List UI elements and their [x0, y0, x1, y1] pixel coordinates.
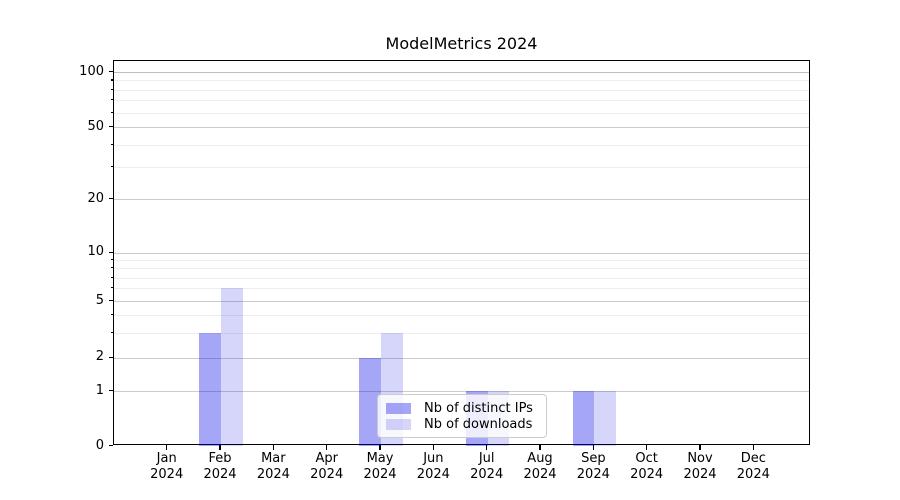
x-tick-mark-sep: [592, 445, 594, 450]
plot-area: [113, 60, 810, 446]
minor-gridline-40: [114, 144, 809, 146]
minor-gridline-8: [114, 268, 809, 270]
major-gridline-100: [114, 72, 809, 73]
y-tick-label-20: 20: [87, 190, 104, 206]
x-tick-mark-may: [379, 445, 381, 450]
major-gridline-10: [114, 252, 809, 254]
x-tick-mark-oct: [646, 445, 648, 450]
x-tick-label-jul: Jul 2024: [470, 451, 504, 482]
x-tick-mark-apr: [326, 445, 328, 450]
y-tick-label-0: 0: [95, 437, 104, 453]
y-minor-tick-6: [110, 287, 113, 289]
x-tick-label-apr: Apr 2024: [310, 451, 344, 482]
legend-item-distinct-ips: Nb of distinct IPs: [386, 401, 538, 416]
minor-gridline-7: [114, 277, 809, 279]
bar-downloads-feb: [221, 288, 243, 446]
bar-distinct-ips-feb: [199, 332, 222, 446]
major-gridline-1: [114, 391, 809, 392]
x-tick-mark-feb: [219, 445, 221, 450]
y-tick-mark-2: [108, 356, 113, 358]
legend: Nb of distinct IPs Nb of downloads: [377, 394, 547, 438]
x-tick-label-jan: Jan 2024: [150, 451, 184, 482]
x-tick-label-jun: Jun 2024: [416, 451, 450, 482]
x-tick-mark-nov: [699, 445, 701, 450]
y-tick-label-10: 10: [87, 244, 104, 260]
major-gridline-5: [114, 301, 809, 302]
x-tick-mark-jul: [486, 445, 488, 450]
y-minor-tick-3: [110, 331, 113, 333]
legend-label-distinct-ips: Nb of distinct IPs: [424, 401, 533, 416]
y-tick-mark-10: [108, 251, 113, 253]
y-tick-label-100: 100: [79, 63, 104, 79]
y-minor-tick-90: [110, 79, 113, 81]
chart-title: ModelMetrics 2024: [385, 34, 538, 53]
minor-gridline-30: [114, 167, 809, 169]
x-tick-mark-jan: [166, 445, 168, 450]
x-tick-mark-mar: [272, 445, 274, 450]
x-tick-label-feb: Feb 2024: [203, 451, 237, 482]
x-tick-label-nov: Nov 2024: [683, 451, 717, 482]
y-minor-tick-30: [110, 166, 113, 168]
legend-swatch-downloads: [386, 419, 411, 430]
x-tick-label-dec: Dec 2024: [736, 451, 770, 482]
major-gridline-20: [114, 199, 809, 201]
bar-downloads-sep: [594, 391, 617, 446]
y-tick-mark-100: [108, 71, 113, 73]
y-minor-tick-7: [110, 276, 113, 278]
major-gridline-50: [114, 127, 809, 128]
x-tick-label-mar: Mar 2024: [256, 451, 290, 482]
x-tick-mark-aug: [539, 445, 541, 450]
legend-item-downloads: Nb of downloads: [386, 417, 538, 432]
x-tick-mark-jun: [432, 445, 434, 450]
y-minor-tick-80: [110, 88, 113, 90]
minor-gridline-9: [114, 260, 809, 262]
bar-distinct-ips-may: [359, 357, 381, 446]
y-tick-label-50: 50: [87, 118, 104, 134]
y-tick-mark-1: [108, 390, 113, 392]
y-tick-label-5: 5: [95, 292, 104, 308]
y-tick-mark-20: [108, 198, 113, 200]
y-tick-mark-5: [108, 300, 113, 302]
minor-gridline-4: [114, 314, 809, 316]
minor-gridline-3: [114, 332, 809, 334]
minor-gridline-6: [114, 288, 809, 290]
minor-gridline-80: [114, 89, 809, 91]
major-gridline-2: [114, 357, 809, 359]
y-minor-tick-9: [110, 259, 113, 261]
minor-gridline-60: [114, 112, 809, 114]
x-tick-label-oct: Oct 2024: [630, 451, 664, 482]
legend-swatch-distinct-ips: [386, 403, 411, 414]
y-minor-tick-4: [110, 313, 113, 315]
minor-gridline-90: [114, 80, 809, 82]
y-tick-mark-50: [108, 126, 113, 128]
y-minor-tick-8: [110, 267, 113, 269]
y-tick-mark-0: [108, 445, 113, 447]
y-tick-label-2: 2: [95, 349, 104, 365]
legend-label-downloads: Nb of downloads: [424, 417, 533, 432]
y-tick-label-1: 1: [95, 382, 104, 398]
x-tick-label-may: May 2024: [363, 451, 397, 482]
x-tick-label-sep: Sep 2024: [576, 451, 610, 482]
x-tick-mark-dec: [752, 445, 754, 450]
bar-distinct-ips-sep: [572, 391, 595, 446]
minor-gridline-70: [114, 100, 809, 102]
y-minor-tick-40: [110, 143, 113, 145]
y-minor-tick-70: [110, 99, 113, 101]
y-minor-tick-60: [110, 111, 113, 113]
x-tick-label-aug: Aug 2024: [523, 451, 557, 482]
